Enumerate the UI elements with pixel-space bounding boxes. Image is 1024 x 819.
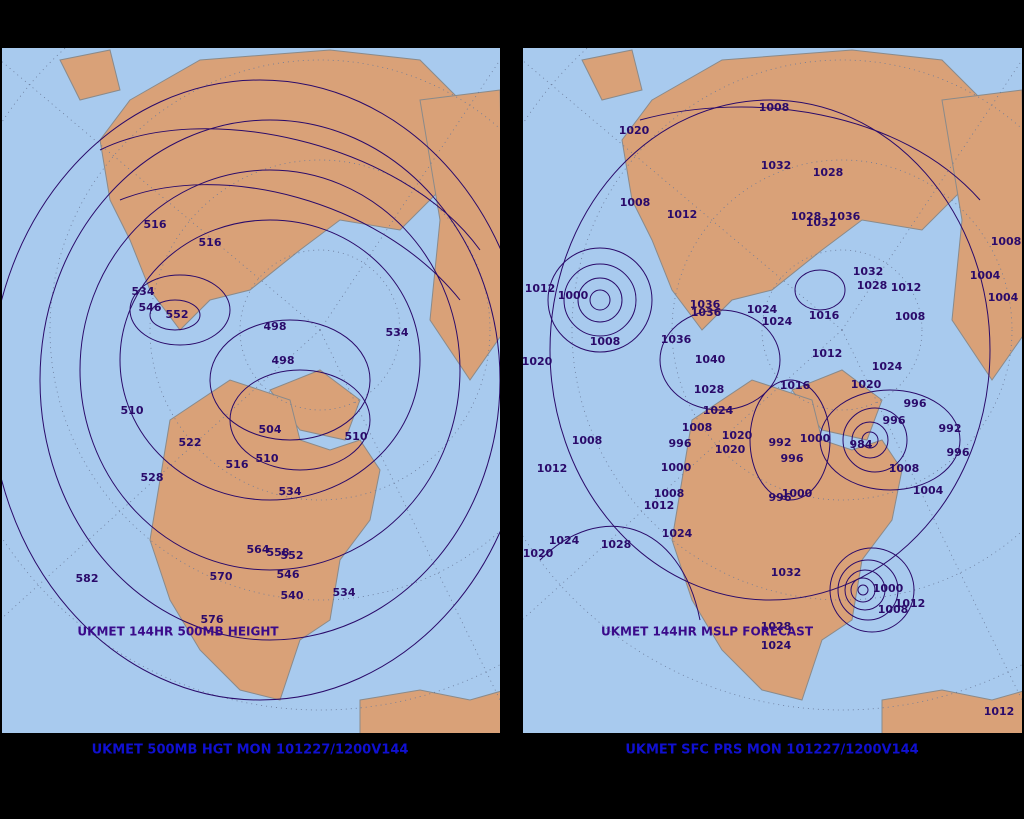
contour-label: 552 xyxy=(166,308,189,321)
contour-label: 1024 xyxy=(762,315,793,328)
panel-caption: UKMET 500MB HGT MON 101227/1200V144 xyxy=(92,743,409,758)
contour-label: 992 xyxy=(769,436,792,449)
contour-label: 1032 xyxy=(806,216,837,229)
contour-label: 570 xyxy=(210,570,233,583)
contour-label: 1024 xyxy=(662,527,693,540)
contour-label: 576 xyxy=(201,613,224,626)
contour-label: 996 xyxy=(883,414,906,427)
contour-label: 1012 xyxy=(891,281,922,294)
contour-label: 534 xyxy=(333,586,356,599)
contour-label: 1024 xyxy=(747,303,778,316)
contour-label: 1020 xyxy=(851,378,882,391)
right-map xyxy=(523,48,1022,733)
contour-label: 1012 xyxy=(644,499,675,512)
contour-label: 1000 xyxy=(800,432,831,445)
contour-label: 516 xyxy=(226,458,249,471)
contour-label: 1032 xyxy=(853,265,884,278)
contour-label: 1000 xyxy=(873,582,904,595)
contour-label: 1020 xyxy=(523,547,554,560)
contour-label: 1028 xyxy=(791,210,822,223)
contour-label: 996 xyxy=(904,397,927,410)
contour-label: 996 xyxy=(781,452,804,465)
contour-label: 1012 xyxy=(525,282,556,295)
contour-label: 1028 xyxy=(601,538,632,551)
contour-label: 1008 xyxy=(895,310,926,323)
contour-label: 510 xyxy=(121,404,144,417)
contour-label: 498 xyxy=(272,354,295,367)
contour-label: 1024 xyxy=(872,360,903,373)
contour-label: 1024 xyxy=(761,639,792,652)
labels: 516 516 534 546 552 498 498 534 510 522 504 516 510 5… xyxy=(76,101,1022,718)
contour-label: 1004 xyxy=(988,291,1019,304)
contour-label: 1008 xyxy=(572,434,603,447)
panel-title: UKMET 144HR 500MB HEIGHT xyxy=(77,625,279,639)
contour-label: 1008 xyxy=(991,235,1022,248)
contour-label: 540 xyxy=(281,589,304,602)
contour-label: 984 xyxy=(850,438,873,451)
contour-label: 1036 xyxy=(690,298,721,311)
contour-label: 1016 xyxy=(780,379,811,392)
contour-label: 1008 xyxy=(654,487,685,500)
contour-label: 516 xyxy=(199,236,222,249)
contour-label: 1012 xyxy=(537,462,568,475)
contour-label: 582 xyxy=(76,572,99,585)
contour-label: 1020 xyxy=(619,124,650,137)
contour-label: 528 xyxy=(141,471,164,484)
contour-label: 1020 xyxy=(715,443,746,456)
contour-label: 996 xyxy=(669,437,692,450)
contour-label: 1000 xyxy=(661,461,692,474)
contour-label: 1008 xyxy=(759,101,790,114)
contour-label: 1036 xyxy=(691,306,722,319)
contour-label: 552 xyxy=(281,549,304,562)
contour-label: 1000 xyxy=(782,487,813,500)
contour-label: 996 xyxy=(769,491,792,504)
contour-label: 1032 xyxy=(761,159,792,172)
contour-label: 996 xyxy=(947,446,970,459)
contour-label: 1020 xyxy=(522,355,553,368)
contour-label: 510 xyxy=(345,430,368,443)
contour-label: 1028 xyxy=(857,279,888,292)
contour-label: 1008 xyxy=(590,335,621,348)
contour-label: 510 xyxy=(256,452,279,465)
contour-label: 1008 xyxy=(878,603,909,616)
contour-label: 522 xyxy=(179,436,202,449)
contour-label: 1008 xyxy=(620,196,651,209)
contour-label: 534 xyxy=(279,485,302,498)
contour-label: 1012 xyxy=(984,705,1015,718)
contour-label: 546 xyxy=(277,568,300,581)
contour-label: 1008 xyxy=(889,462,920,475)
contour-label: 534 xyxy=(386,326,409,339)
contour-label: 534 xyxy=(132,285,155,298)
contour-label: 1024 xyxy=(549,534,580,547)
contour-label: 1032 xyxy=(771,566,802,579)
contour-label: 1036 xyxy=(661,333,692,346)
panel-title: UKMET 144HR MSLP FORECAST xyxy=(601,625,814,639)
contour-label: 564 xyxy=(247,543,270,556)
panel-caption: UKMET SFC PRS MON 101227/1200V144 xyxy=(625,743,918,758)
contour-label: 1028 xyxy=(761,620,792,633)
contour-label: 1028 xyxy=(694,383,725,396)
contour-label: 1004 xyxy=(913,484,944,497)
contour-label: 1016 xyxy=(809,309,840,322)
contour-label: 1008 xyxy=(682,421,713,434)
contour-label: 558 xyxy=(267,546,290,559)
contour-label: 1004 xyxy=(970,269,1001,282)
contour-label: 1036 xyxy=(830,210,861,223)
left-map xyxy=(2,48,500,733)
contour-label: 546 xyxy=(139,301,162,314)
contour-label: 1012 xyxy=(895,597,926,610)
contour-label: 1000 xyxy=(558,289,589,302)
contour-label: 1024 xyxy=(703,404,734,417)
contour-label: 1040 xyxy=(695,353,726,366)
contour-label: 1012 xyxy=(812,347,843,360)
contour-label: 504 xyxy=(259,423,282,436)
contour-label: 992 xyxy=(939,422,962,435)
contour-label: 1020 xyxy=(722,429,753,442)
contour-label: 516 xyxy=(144,218,167,231)
contour-label: 1028 xyxy=(813,166,844,179)
contour-label: 498 xyxy=(264,320,287,333)
contour-label: 1012 xyxy=(667,208,698,221)
